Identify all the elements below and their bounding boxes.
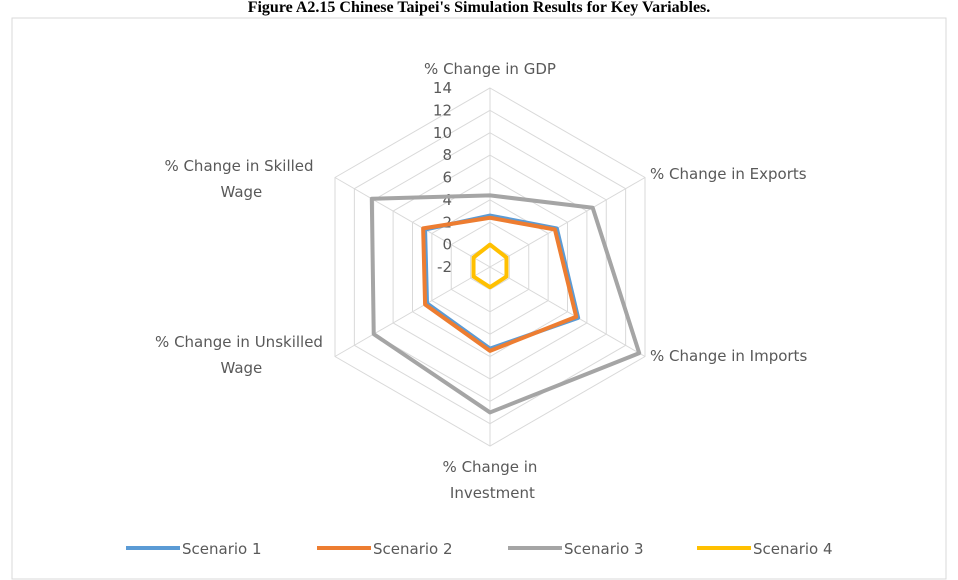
r-tick-label: 4	[442, 191, 452, 209]
legend-label: Scenario 2	[373, 540, 453, 558]
axis-label: % Change in Imports	[650, 347, 807, 365]
r-tick-label: 6	[442, 169, 452, 187]
series-line	[369, 193, 642, 415]
r-tick-label: 8	[442, 146, 452, 164]
axis-label: % Change in Skilled Wage	[164, 157, 313, 201]
axis-label: % Change in GDP	[424, 60, 556, 78]
spoke	[489, 177, 646, 268]
spoke	[334, 177, 491, 268]
r-tick-label: 14	[433, 79, 452, 97]
chart-title: Figure A2.15 Chinese Taipei's Simulation…	[248, 0, 711, 16]
spoke	[489, 266, 646, 357]
r-tick-label: 2	[442, 213, 452, 231]
r-tick-label: 10	[433, 124, 452, 142]
legend-label: Scenario 4	[753, 540, 833, 558]
axis-label-line: Wage	[216, 183, 263, 201]
r-tick-label: 12	[433, 101, 452, 119]
axis-label: % Change in Unskilled Wage	[155, 333, 323, 377]
axis-label-line: % Change in Skilled	[164, 157, 313, 175]
spoke	[334, 266, 491, 357]
axis-label-line: Investment	[445, 484, 535, 502]
legend-label: Scenario 3	[564, 540, 644, 558]
axis-label-line: % Change in Unskilled	[155, 333, 323, 351]
r-tick-label: 0	[442, 236, 452, 254]
chart-frame	[11, 17, 947, 580]
series-line	[421, 215, 579, 353]
series-line	[471, 242, 509, 290]
axis-label-line: % Change in	[443, 458, 538, 476]
legend-label: Scenario 1	[182, 540, 262, 558]
axis-label-line: Wage	[216, 359, 263, 377]
axis-label: % Change in Exports	[650, 165, 807, 183]
axis-label: % Change in Investment	[443, 458, 538, 502]
r-tick-label: -2	[437, 258, 452, 276]
